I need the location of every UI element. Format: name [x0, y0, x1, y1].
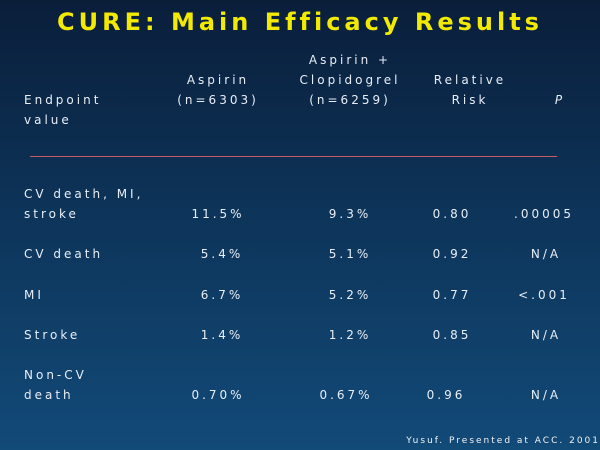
p-value: .00005 — [514, 207, 574, 221]
endpoint-label: death — [24, 388, 74, 402]
relative-risk-value: 0.77 — [432, 288, 472, 302]
aspirin-value: 1.4% — [200, 328, 244, 342]
header-p-value: P — [554, 93, 566, 107]
slide-title: CURE: Main Efficacy Results — [57, 8, 543, 36]
p-value: <.001 — [518, 288, 570, 302]
header-endpoint-line2: value — [24, 113, 72, 127]
endpoint-label: stroke — [24, 207, 79, 221]
endpoint-label: Stroke — [24, 328, 81, 342]
combo-value: 5.2% — [328, 288, 372, 302]
endpoint-label: Non-CV — [24, 368, 87, 382]
relative-risk-value: 0.85 — [432, 328, 472, 342]
header-aspirin-line2: (n=6303) — [177, 93, 259, 107]
relative-risk-value: 0.80 — [432, 207, 472, 221]
header-endpoint-line1: Endpoint — [24, 93, 102, 107]
p-value: N/A — [530, 247, 562, 261]
aspirin-value: 6.7% — [200, 288, 244, 302]
header-combo-line2: Clopidogrel — [299, 73, 401, 87]
p-value: N/A — [530, 328, 562, 342]
aspirin-value: 0.70% — [191, 388, 245, 402]
combo-value: 0.67% — [319, 388, 373, 402]
p-value: N/A — [530, 388, 562, 402]
endpoint-label: CV death — [24, 247, 104, 261]
combo-value: 9.3% — [328, 207, 372, 221]
combo-value: 5.1% — [328, 247, 372, 261]
endpoint-label: CV death, MI, — [24, 187, 144, 201]
aspirin-value: 5.4% — [200, 247, 244, 261]
header-relative-risk-line1: Relative — [433, 73, 507, 87]
combo-value: 1.2% — [328, 328, 372, 342]
aspirin-value: 11.5% — [191, 207, 245, 221]
header-combo-line1: Aspirin + — [308, 53, 392, 67]
endpoint-label: MI — [24, 288, 44, 302]
header-combo-line3: (n=6259) — [309, 93, 391, 107]
header-divider — [30, 156, 557, 157]
header-aspirin-line1: Aspirin — [186, 73, 250, 87]
citation-footer: Yusuf. Presented at ACC. 2001 — [406, 436, 600, 446]
relative-risk-value: 0.96 — [426, 388, 466, 402]
header-relative-risk-line2: Risk — [451, 93, 489, 107]
relative-risk-value: 0.92 — [432, 247, 472, 261]
